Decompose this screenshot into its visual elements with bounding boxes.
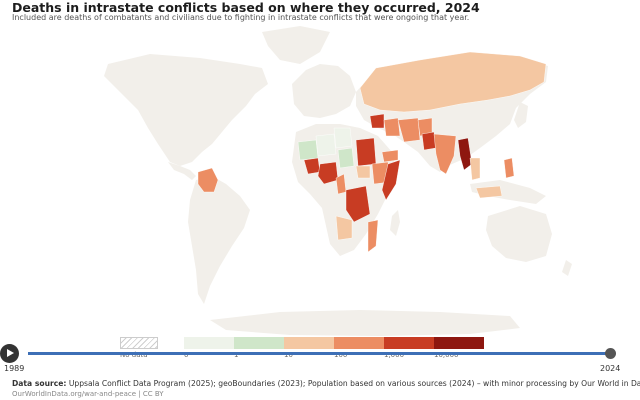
region-mozambique [367,219,379,253]
map-legend: No data 0 1 10 100 1,000 10,000 [0,335,640,361]
central-america [168,162,196,180]
legend-no-data-swatch [120,337,158,349]
legend-bin-swatch [234,337,284,349]
legend-no-data-label: No data [120,351,148,359]
north-america [104,54,268,166]
legend-bin-swatch [334,337,384,349]
south-america [188,176,250,304]
region-niger [315,133,337,157]
chart-title: Deaths in intrastate conflicts based on … [12,0,480,15]
data-source-text: Uppsala Conflict Data Program (2025); ge… [68,379,640,388]
region-myanmar [457,137,473,171]
world-map [104,26,572,336]
region-south-sudan [355,165,371,179]
greenland [262,26,330,64]
japan [514,102,528,128]
timeline-track[interactable] [28,352,612,355]
australia [486,206,552,262]
europe [292,64,356,118]
region-indonesia [475,185,503,199]
region-iran [397,117,421,143]
timeline-start-label: 1989 [4,364,25,373]
legend-bin-swatch [184,337,234,349]
se-asia-islands [470,180,546,204]
play-button[interactable] [0,344,19,363]
legend-bin-label: 0 [184,351,189,359]
region-thailand [469,157,481,181]
legend-bin-swatch [434,337,484,349]
region-mali [297,139,319,161]
region-somalia [381,159,401,201]
region-syria [369,113,385,129]
timeline-end-label: 2024 [600,364,621,373]
legend-bin-label: 100 [334,351,348,359]
region-yemen [381,149,399,163]
legend-bin-label: 10 [284,351,293,359]
legend-bin-label: 1,000 [384,351,405,359]
timeline[interactable]: 1989 2024 [0,342,640,374]
footer-link[interactable]: OurWorldInData.org/war-and-peace | CC BY [12,390,164,398]
region-angola [335,215,353,241]
conflict-regions [197,51,547,253]
region-russia [359,51,547,113]
region-chad [337,147,355,169]
data-source: Data source: Uppsala Conflict Data Progr… [12,379,640,388]
region-nigeria [317,161,339,185]
madagascar [390,210,400,236]
new-zealand [562,260,572,276]
region-drc [345,185,371,223]
legend-bin-swatch [284,337,334,349]
data-source-label: Data source: [12,379,67,388]
region-philippines [503,157,515,179]
antarctica [210,310,520,336]
region-iraq [383,117,401,137]
region-india [433,133,457,175]
region-sudan [355,137,377,167]
region-colombia [197,167,219,193]
timeline-handle[interactable] [605,348,616,359]
legend-bin-swatch [384,337,434,349]
region-libya [333,127,353,149]
legend-bin-label: 10,000 [434,351,459,359]
chart-subtitle: Included are deaths of combatants and ci… [12,13,470,22]
legend-bin-label: 1 [234,351,239,359]
